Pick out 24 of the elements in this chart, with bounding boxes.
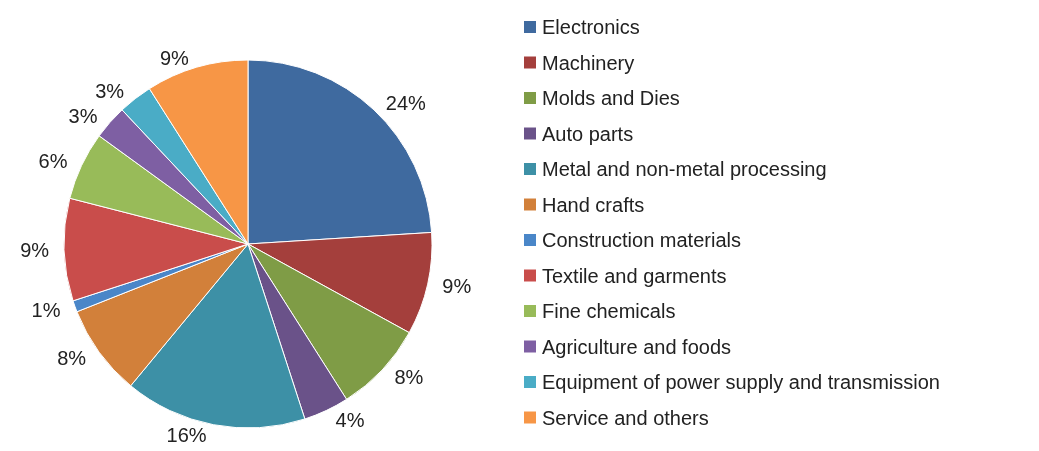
legend-label: Molds and Dies	[542, 87, 680, 109]
data-label: 16%	[166, 423, 207, 446]
legend-label: Fine chemicals	[542, 300, 676, 322]
data-label: 9%	[159, 46, 190, 69]
data-label: 1%	[31, 298, 61, 321]
data-label: 9%	[20, 239, 50, 262]
legend-label: Agriculture and foods	[542, 335, 732, 358]
legend-label: Textile and garments	[542, 264, 727, 287]
legend-label: Metal and non-metal processing	[542, 158, 827, 180]
data-label: 4%	[335, 408, 365, 431]
data-label: 9%	[442, 275, 472, 298]
data-label: 8%	[57, 347, 87, 370]
data-label: 3%	[68, 104, 98, 127]
data-label: 24%	[385, 91, 427, 114]
legend-label: Service and others	[542, 406, 709, 429]
legend-label: Equipment of power supply and transmission	[542, 371, 940, 393]
legend-label: Construction materials	[542, 229, 741, 251]
data-label: 8%	[394, 365, 424, 388]
data-label: 3%	[95, 79, 125, 102]
data-label: 6%	[38, 150, 68, 173]
legend-label: Hand crafts	[542, 193, 645, 216]
legend-label: Auto parts	[542, 122, 634, 145]
legend-label: Electronics	[542, 16, 640, 38]
legend-label: Machinery	[542, 51, 635, 74]
